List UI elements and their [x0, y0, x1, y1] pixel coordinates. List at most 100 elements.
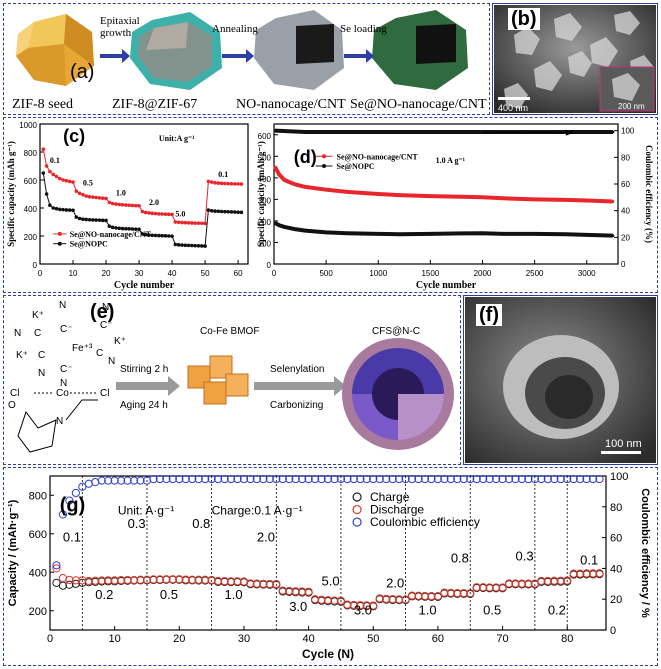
data-point	[388, 474, 397, 484]
data-point	[223, 181, 227, 186]
data-point	[291, 587, 300, 596]
data-point	[556, 474, 565, 484]
data-point	[143, 210, 148, 215]
data-point	[397, 232, 401, 236]
data-point	[428, 232, 432, 236]
data-point	[537, 474, 546, 484]
data-point	[155, 474, 165, 484]
y-axis-label: Capacity / (mAh·g⁻¹)	[7, 499, 19, 606]
x-axis-label: Cycle number	[114, 280, 175, 291]
data-point	[194, 474, 203, 484]
step-aging: Aging 24 h	[120, 400, 168, 411]
data-point	[58, 207, 62, 212]
data-point	[133, 227, 138, 231]
data-point	[446, 588, 455, 597]
x-tick-label: 50	[201, 269, 210, 278]
data-point	[524, 579, 533, 588]
series-band-0	[273, 166, 613, 204]
data-point	[87, 217, 92, 222]
data-point	[163, 212, 168, 216]
rate-label: 5.0	[322, 574, 340, 589]
data-point	[54, 206, 59, 211]
data-point	[588, 474, 598, 484]
rate-label: 2.0	[386, 576, 404, 591]
data-point	[453, 588, 462, 598]
data-point	[397, 130, 401, 134]
data-point	[41, 171, 46, 175]
rate-label: 0.3	[515, 549, 533, 564]
data-point	[84, 576, 93, 586]
panel-e-frame	[3, 295, 461, 465]
data-point	[162, 474, 171, 484]
data-point	[110, 476, 119, 485]
data-point	[330, 474, 339, 484]
rate-label: 0.2	[548, 603, 566, 618]
data-point	[71, 576, 80, 585]
y2-tick-label: 100	[610, 471, 628, 483]
x-tick-label: 500	[319, 269, 333, 278]
data-point	[203, 244, 207, 248]
c-atom-3: C⁻	[100, 320, 113, 331]
x-tick-label: 2000	[474, 269, 492, 278]
data-point	[209, 209, 214, 213]
data-point	[71, 579, 80, 588]
c-atom-6: C⁻	[60, 364, 73, 375]
data-point	[277, 173, 281, 177]
data-point	[48, 169, 52, 174]
rate-label: 0.1	[63, 529, 81, 544]
data-point	[420, 591, 430, 601]
data-point	[236, 210, 240, 214]
data-point	[366, 130, 370, 134]
data-point	[343, 474, 352, 484]
data-point	[265, 579, 274, 589]
arrow-2-icon	[222, 49, 254, 63]
rate-label: 0.8	[451, 551, 469, 566]
data-point	[459, 588, 468, 598]
c-atom-4: C	[96, 348, 103, 359]
data-point	[576, 474, 585, 484]
y2-tick-label: 60	[610, 533, 622, 545]
y-tick-label: 500	[258, 153, 272, 162]
data-point	[216, 209, 221, 214]
data-point	[282, 178, 286, 182]
data-point	[427, 592, 436, 601]
rate-note: 1.0 A g⁻¹	[436, 156, 466, 165]
legend-marker	[322, 164, 327, 168]
data-point	[74, 189, 79, 193]
data-point	[533, 197, 537, 201]
data-point	[78, 482, 87, 491]
data-point	[356, 474, 365, 484]
data-point	[369, 601, 378, 610]
data-point	[226, 209, 230, 214]
legend-entry: Se@NO-nanocage/CNT	[70, 230, 152, 239]
data-point	[58, 510, 68, 519]
data-point	[213, 474, 223, 484]
data-point	[501, 196, 505, 200]
data-point	[216, 181, 221, 185]
panel-e-figure: K⁺ K⁺ K⁺ Fe⁺³ Co N C⁻ N C C⁻ N C N C N C…	[8, 300, 454, 453]
panel-a-frame	[3, 3, 490, 115]
data-point	[362, 474, 371, 484]
cfs-nc-sphere-icon	[342, 338, 454, 450]
y2-tick-label: 0	[610, 625, 616, 637]
k-ion-2: K⁺	[16, 350, 28, 361]
data-point	[110, 225, 115, 230]
series-band-2	[274, 128, 613, 134]
data-point	[511, 579, 520, 588]
data-point	[293, 182, 297, 186]
cl-atom-2: Cl	[100, 388, 109, 399]
data-point	[150, 211, 155, 216]
o-atom: O	[8, 400, 16, 411]
data-point	[123, 575, 132, 585]
product-label: CFS@N-C	[372, 326, 420, 337]
legend-marker	[352, 504, 362, 515]
data-point	[203, 221, 207, 226]
x-tick-label: 20	[173, 633, 185, 645]
data-point	[65, 580, 74, 589]
unit-note: Unit:A g⁻¹	[159, 134, 195, 143]
data-point	[137, 203, 141, 208]
data-point	[201, 474, 210, 484]
data-point	[550, 474, 559, 484]
data-point	[180, 220, 184, 225]
